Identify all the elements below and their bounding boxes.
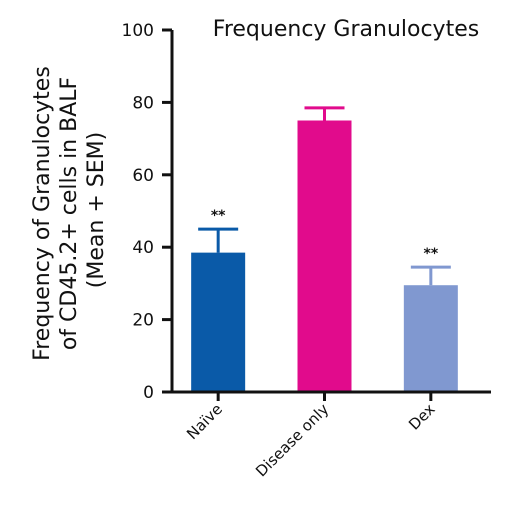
chart-title: Frequency Granulocytes	[213, 17, 479, 42]
y-tick-label: 0	[143, 383, 154, 403]
bar	[297, 120, 352, 392]
y-axis-label: Frequency of Granulocytes of CD45.2+ cel…	[30, 59, 109, 361]
x-category-label: Naïve	[183, 400, 226, 443]
y-axis-label-line-3: (Mean + SEM)	[84, 132, 109, 288]
y-axis: 0 20 40 60 80 100	[122, 21, 174, 403]
bars-group: ** **	[191, 106, 458, 392]
y-tick-label: 20	[132, 311, 154, 331]
significance-marker: **	[424, 246, 439, 262]
y-tick-label: 100	[122, 21, 154, 41]
y-axis-label-line-2: of CD45.2+ cells in BALF	[57, 77, 82, 350]
y-axis-label-line-1: Frequency of Granulocytes	[30, 66, 55, 361]
y-tick-label: 80	[132, 93, 154, 113]
significance-marker: **	[211, 208, 226, 224]
bar	[403, 285, 458, 392]
x-category-label: Dex	[405, 400, 439, 434]
y-tick-label: 40	[132, 238, 154, 258]
x-axis: Naïve Disease only Dex	[172, 390, 491, 480]
y-tick-label: 60	[132, 166, 154, 186]
bar	[191, 252, 246, 392]
x-category-label: Disease only	[252, 400, 332, 480]
